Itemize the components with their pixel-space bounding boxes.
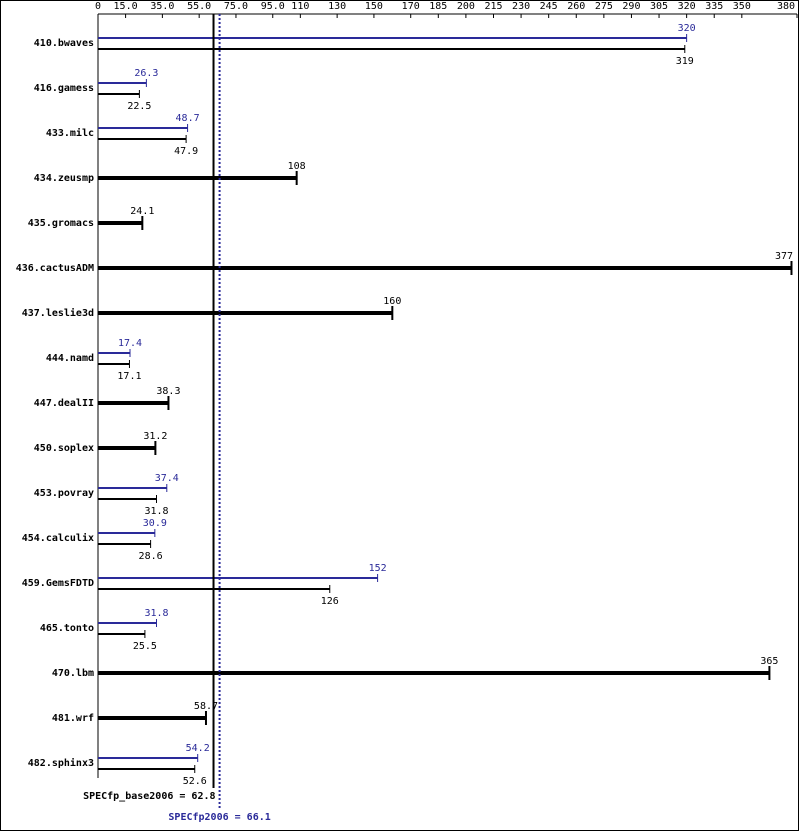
category-label: 450.soplex [34,443,94,454]
category-label: 434.zeusmp [34,173,94,184]
bar [98,716,206,720]
value-label: 24.1 [130,206,154,217]
value-label: 17.1 [117,371,141,382]
bar [98,446,156,450]
x-tick-label: 230 [512,1,530,12]
value-label: 152 [369,563,387,574]
value-label: 160 [383,296,401,307]
value-label: 47.9 [174,146,198,157]
bar [98,221,143,225]
category-label: 435.gromacs [28,218,94,229]
x-tick-label: 245 [540,1,558,12]
x-tick-label: 215 [484,1,502,12]
value-label: 25.5 [133,641,157,652]
bar [98,311,393,315]
x-tick-label: 35.0 [150,1,174,12]
x-tick-label: 130 [328,1,346,12]
value-label: 126 [321,596,339,607]
value-label: 38.3 [156,386,180,397]
x-tick-label: 335 [705,1,723,12]
category-label: 454.calculix [22,532,94,544]
value-label: 30.9 [143,518,167,529]
x-tick-label: 95.0 [261,1,285,12]
category-label: 437.leslie3d [22,307,94,319]
value-label: 320 [678,23,696,34]
category-label: 459.GemsFDTD [22,578,94,589]
x-tick-label: 170 [402,1,420,12]
x-tick-label: 260 [567,1,585,12]
bar [98,671,770,675]
category-label: 465.tonto [40,623,94,634]
x-tick-label: 380 [777,1,795,12]
value-label: 22.5 [127,101,151,112]
value-label: 54.2 [186,743,210,754]
value-label: 108 [288,161,306,172]
category-label: 447.dealII [34,398,94,409]
x-tick-label: 150 [365,1,383,12]
category-label: 416.gamess [34,83,94,94]
category-label: 444.namd [46,353,94,364]
x-tick-label: 15.0 [114,1,138,12]
bar [98,266,792,270]
reference-label: SPECfp_base2006 = 62.8 [83,791,215,802]
bar [98,401,169,405]
value-label: 17.4 [118,338,142,349]
value-label: 37.4 [155,473,179,484]
x-tick-label: 200 [457,1,475,12]
x-tick-label: 290 [622,1,640,12]
category-label: 482.sphinx3 [28,757,94,769]
value-label: 28.6 [139,551,163,562]
category-label: 481.wrf [52,713,94,724]
x-tick-label: 55.0 [187,1,211,12]
x-tick-label: 75.0 [224,1,248,12]
value-label: 26.3 [134,68,158,79]
category-label: 470.lbm [52,668,94,679]
bar [98,176,297,180]
x-tick-label: 350 [733,1,751,12]
reference-label: SPECfp2006 = 66.1 [168,812,270,823]
x-tick-label: 320 [678,1,696,12]
x-tick-label: 185 [429,1,447,12]
category-label: 410.bwaves [34,38,94,49]
x-tick-label: 275 [595,1,613,12]
x-tick-label: 0 [95,1,101,12]
category-label: 433.milc [46,127,94,139]
value-label: 377 [775,251,793,262]
value-label: 319 [676,56,694,67]
value-label: 52.6 [183,776,207,787]
value-label: 58.7 [194,701,218,712]
value-label: 31.2 [143,431,167,442]
category-label: 453.povray [34,488,94,499]
value-label: 31.8 [144,506,168,517]
value-label: 48.7 [176,113,200,124]
category-label: 436.cactusADM [16,263,94,274]
x-tick-label: 305 [650,1,668,12]
x-tick-label: 110 [291,1,309,12]
value-label: 31.8 [144,608,168,619]
value-label: 365 [760,656,778,667]
